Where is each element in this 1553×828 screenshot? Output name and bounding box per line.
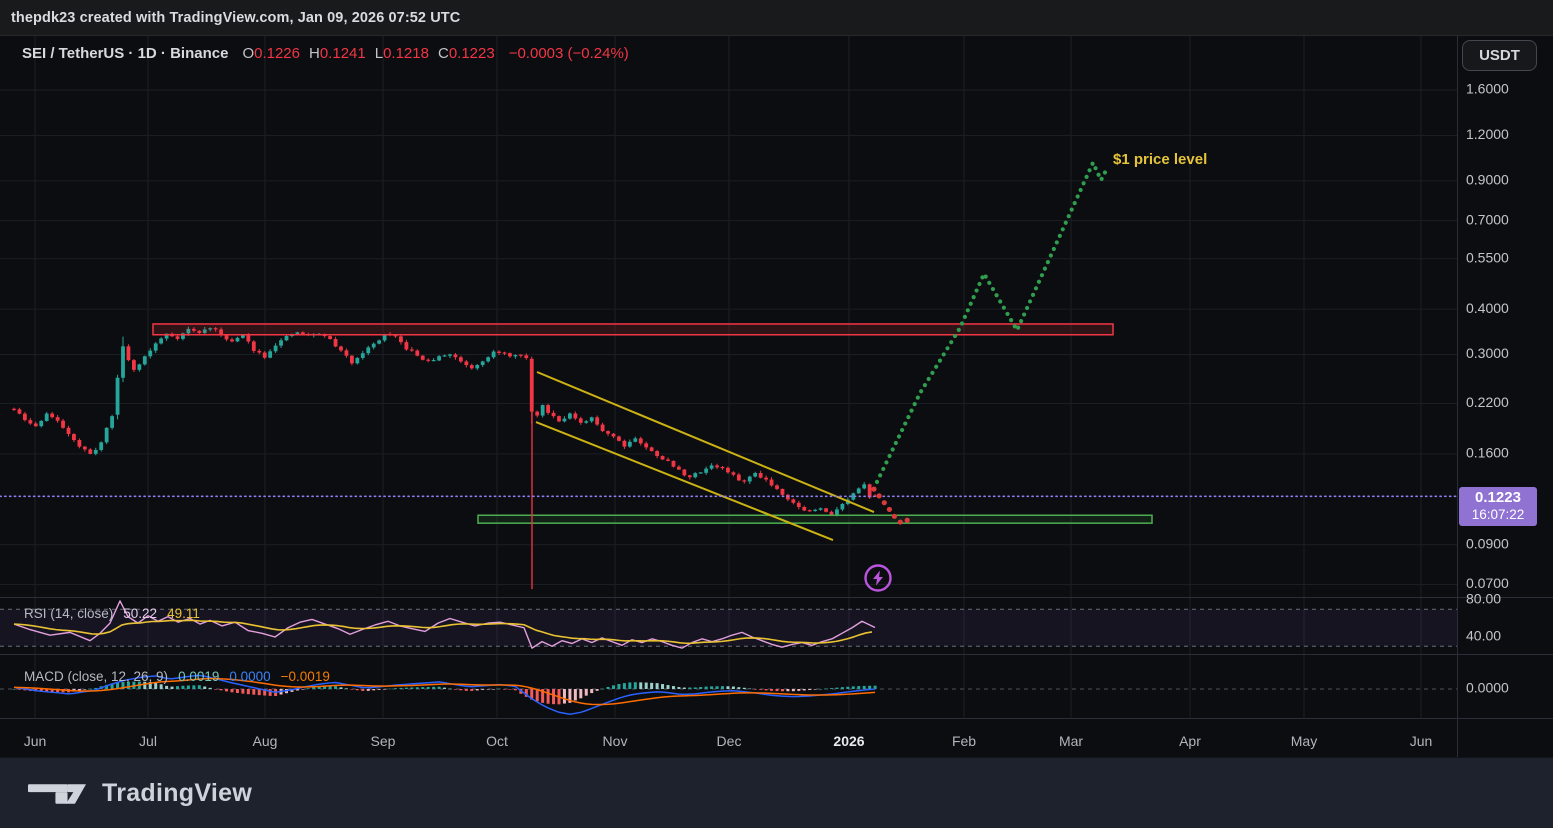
drawings-layer — [152, 323, 1153, 590]
current-price-value: 0.1223 — [1475, 489, 1521, 507]
indicator-value: 50.22 — [123, 606, 158, 621]
indicator-value: 49.11 — [167, 606, 200, 621]
rsi-tick-label: 80.00 — [1466, 591, 1501, 607]
ohlc-item: O0.1226 — [242, 45, 300, 62]
time-tick-label: 2026 — [833, 733, 864, 749]
candles-layer — [12, 326, 877, 517]
attribution-text: thepdk23 created with TradingView.com, J… — [11, 9, 461, 26]
time-tick-label: Sep — [371, 733, 396, 749]
rsi-pane — [0, 600, 1457, 649]
currency-toggle-button[interactable]: USDT — [1462, 40, 1537, 71]
price-target-label: $1 price level — [1113, 151, 1207, 168]
time-tick-label: Jul — [139, 733, 157, 749]
time-tick-label: May — [1291, 733, 1317, 749]
channel-upper-line — [536, 371, 875, 513]
grid-layer — [0, 36, 1457, 718]
ohlc-values: O0.1226 H0.1241 L0.1218 C0.1223 — [242, 45, 494, 62]
support-zone — [477, 514, 1153, 524]
macd-line — [13, 674, 876, 716]
time-tick-label: Jun — [24, 733, 47, 749]
ohlc-item: H0.1241 — [309, 45, 366, 62]
macd-signal-line — [13, 677, 876, 706]
macd-title: MACD (close, 12, 26, 9) — [24, 669, 169, 684]
time-tick-label: Apr — [1179, 733, 1201, 749]
price-tick-label: 0.0900 — [1466, 535, 1509, 551]
time-tick-label: Oct — [486, 733, 508, 749]
ohlc-item: C0.1223 — [437, 45, 495, 62]
time-tick-label: Jun — [1410, 733, 1433, 749]
time-tick-label: Aug — [253, 733, 278, 749]
axis-labels: 1.6000 1.2000 0.9000 0.7000 0.5500 0.4000 0.30… — [24, 81, 1509, 749]
symbol-status-row: SEI / TetherUS · 1D · Binance O0.1226 H0.… — [22, 45, 629, 62]
ohlc-item: L0.1218 — [374, 45, 429, 62]
price-tick-label: 1.6000 — [1466, 81, 1509, 97]
price-tick-label: 0.4000 — [1466, 300, 1509, 316]
rsi-tick-label: 40.00 — [1466, 628, 1501, 644]
macd-tick-label: 0.0000 — [1466, 680, 1509, 696]
rsi-legend[interactable]: RSI (14, close) 50.22 49.11 — [24, 606, 200, 621]
footer-bar: TradingView — [0, 757, 1553, 828]
indicator-value: 0.0019 — [178, 669, 220, 684]
price-tick-label: 0.0700 — [1466, 575, 1509, 591]
resistance-zone — [152, 323, 1114, 336]
time-axis[interactable] — [0, 718, 1457, 757]
tradingview-brand-text: TradingView — [102, 779, 253, 807]
indicator-value: 0.0000 — [229, 669, 271, 684]
time-tick-label: Feb — [952, 733, 976, 749]
price-tick-label: 0.9000 — [1466, 172, 1509, 188]
change-value: −0.0003 (−0.24%) — [508, 45, 629, 62]
symbol-title[interactable]: SEI / TetherUS · 1D · Binance — [22, 45, 229, 62]
time-tick-label: Dec — [717, 733, 742, 749]
bar-countdown: 16:07:22 — [1471, 507, 1525, 523]
bearish-projection-path — [871, 486, 910, 525]
attribution-bar: thepdk23 created with TradingView.com, J… — [0, 0, 1553, 36]
macd-pane — [0, 674, 1457, 716]
time-tick-label: Mar — [1059, 733, 1083, 749]
pane-separators — [0, 36, 1553, 757]
macd-legend[interactable]: MACD (close, 12, 26, 9) 0.0019 0.0000 −0.0… — [24, 669, 330, 684]
time-tick-label: Nov — [603, 733, 628, 749]
price-tick-label: 0.5500 — [1466, 249, 1509, 265]
indicator-value: −0.0019 — [280, 669, 330, 684]
price-tick-label: 1.2000 — [1466, 126, 1509, 142]
price-tick-label: 0.3000 — [1466, 345, 1509, 361]
bullish-projection-path — [874, 161, 1108, 484]
rsi-ma-line — [13, 619, 873, 645]
tradingview-watermark[interactable]: TradingView — [28, 779, 252, 808]
price-tick-label: 0.2200 — [1466, 394, 1509, 410]
channel-lower-line — [535, 421, 834, 542]
price-tick-label: 0.1600 — [1466, 445, 1509, 461]
price-axis[interactable] — [1457, 36, 1553, 718]
lightning-icon — [864, 564, 892, 592]
current-price-badge: 0.1223 16:07:22 — [1459, 487, 1537, 527]
price-tick-label: 0.7000 — [1466, 211, 1509, 227]
tradingview-logo-icon — [28, 783, 86, 804]
rsi-title: RSI (14, close) — [24, 606, 114, 621]
